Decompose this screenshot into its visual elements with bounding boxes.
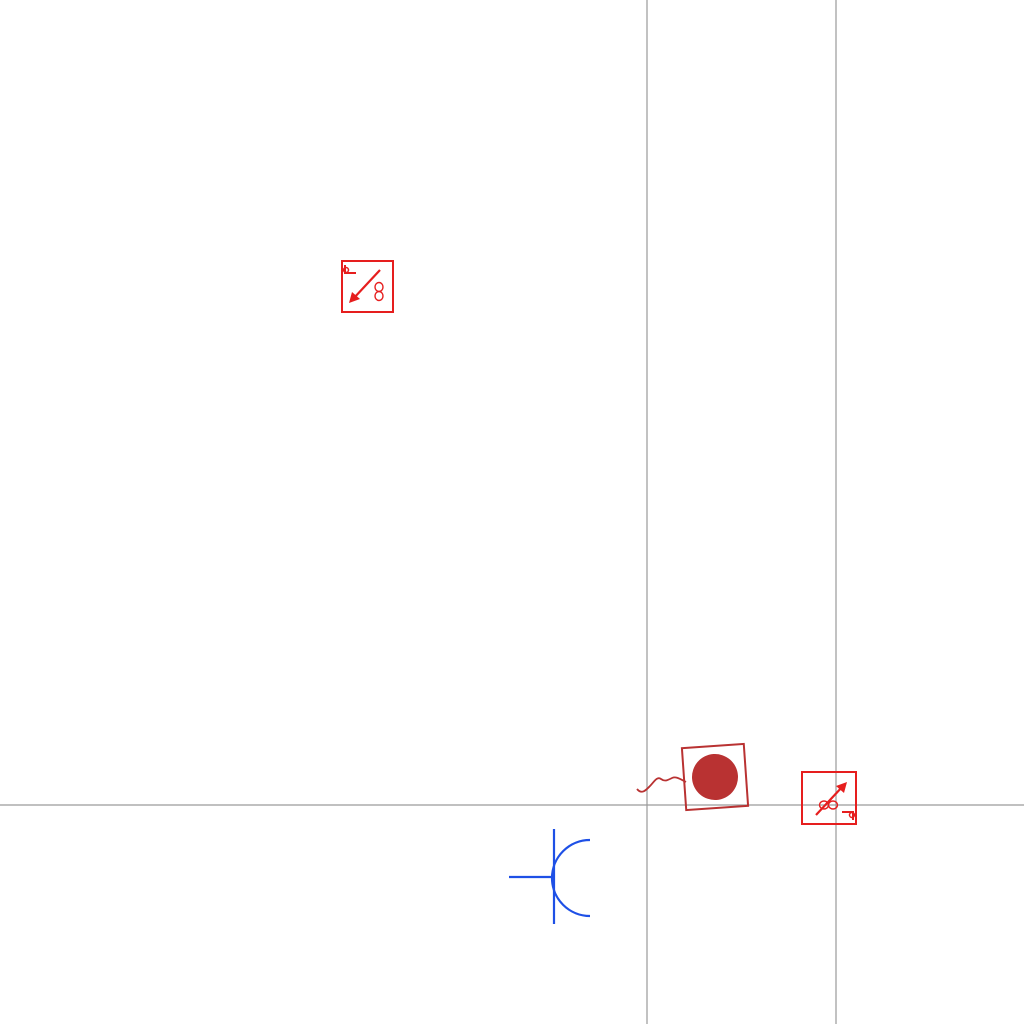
fixture-box-outline-rotated xyxy=(801,771,857,825)
connector-jack-symbol[interactable] xyxy=(509,829,591,924)
hook-icon-rotated xyxy=(842,811,856,820)
infinity-glyph-icon xyxy=(374,281,384,302)
hook-icon xyxy=(342,265,356,274)
fixture-box-diagonal-arrow[interactable] xyxy=(341,260,394,313)
arrow-down-left-icon xyxy=(349,269,381,303)
arrow-up-left-icon xyxy=(815,782,847,816)
infinity-glyph-icon-rotated xyxy=(818,800,839,810)
device-box-filled-circle[interactable] xyxy=(636,742,750,812)
fixture-box-outline xyxy=(341,260,394,313)
wavy-lead-icon xyxy=(636,776,687,793)
device-box-outline xyxy=(680,742,750,812)
filled-circle-icon xyxy=(692,754,738,800)
fixture-box-diagonal-arrow-rotated[interactable] xyxy=(801,771,857,825)
jack-connector-icon xyxy=(550,838,591,918)
